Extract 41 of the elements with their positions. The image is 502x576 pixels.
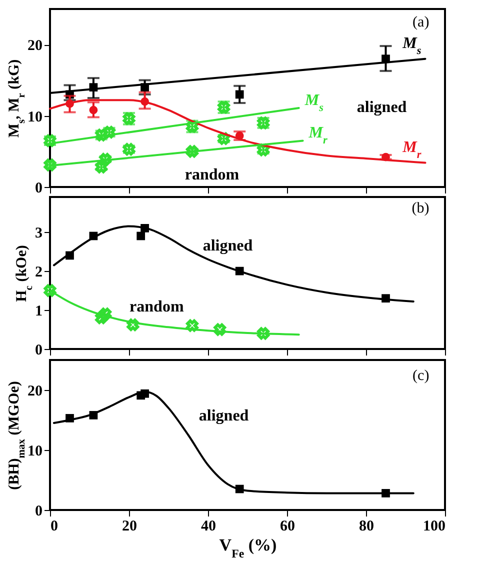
y-tick-label: 1 [35,304,42,320]
point [95,312,108,324]
point [257,327,270,340]
y-tick-label: 3 [35,226,42,242]
point [44,158,56,172]
y-tick-label: 10 [28,109,42,126]
y-tick-label: 20 [28,38,42,54]
series-label: M$_{s}$ [402,34,422,57]
annotation: (a) [412,14,430,30]
y-tick-label: 20 [28,384,42,400]
y-tick-label: 0 [35,342,42,358]
y-tick-label: 2 [35,264,42,281]
annotation: aligned [198,408,249,424]
annotation: aligned [356,98,407,116]
annotation: random [184,166,240,184]
series-label: M$_{r}$ [308,124,328,147]
annotation: aligned [202,238,253,255]
y-tick-label: 0 [35,504,42,520]
y-tick-label: 10 [28,444,42,460]
point [95,160,108,174]
point [126,318,140,332]
point [44,284,56,297]
x-tick-label: 40 [201,518,216,534]
x-axis-title: V$_{Fe}$ (%) [219,536,277,560]
point [214,323,226,336]
series-label: M$_{r}$ [402,138,422,161]
annotation: (b) [412,200,430,217]
point [99,308,112,320]
point [186,145,198,158]
x-tick-label: 20 [122,518,137,534]
x-tick-label: 0 [50,518,58,534]
y-tick-label: 0 [35,180,42,196]
annotation: random [130,298,184,316]
series-label: M$_{s}$ [304,92,324,114]
x-tick-label: 60 [280,518,295,534]
x-tick-label: 100 [423,518,446,534]
x-tick-label: 80 [359,518,374,534]
point [186,319,198,332]
annotation: (c) [412,368,430,384]
point [136,232,146,240]
line-series [52,390,414,494]
